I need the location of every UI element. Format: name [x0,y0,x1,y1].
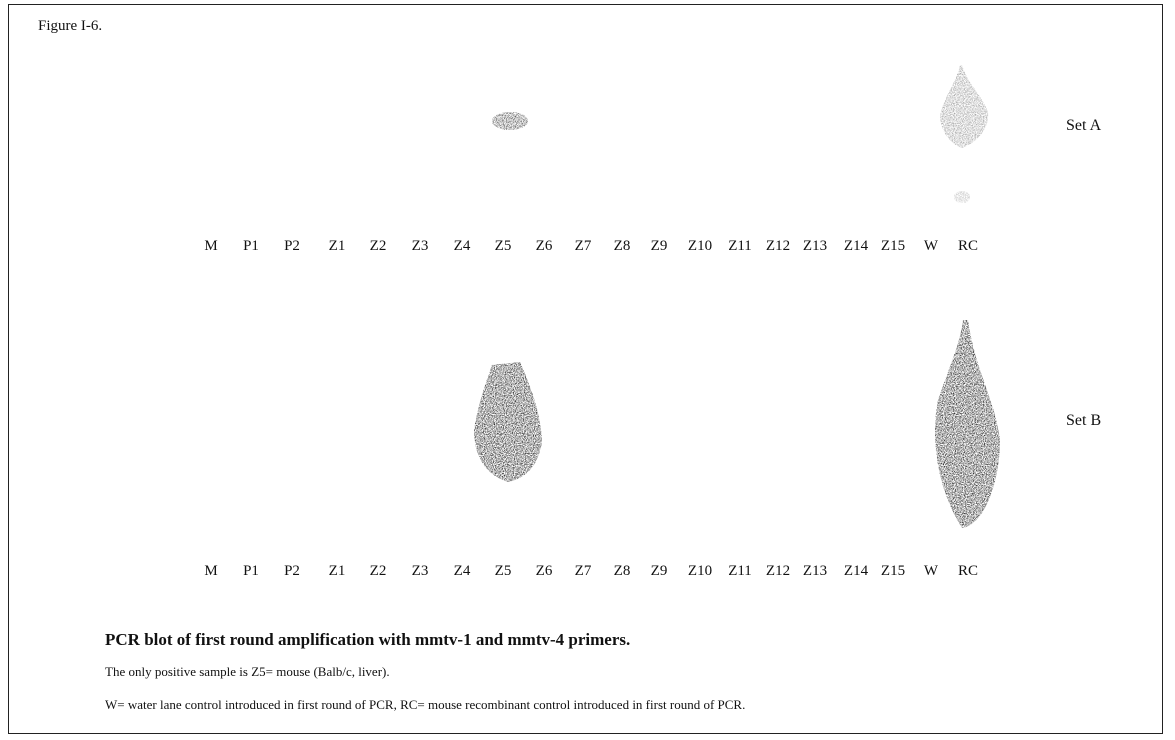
lane-label: Z7 [574,238,592,254]
lane-label: Z8 [613,563,631,579]
band-b-z5 [474,362,542,482]
lane-label: Z1 [328,563,346,579]
lane-label: Z13 [802,238,828,254]
lane-label: M [204,238,218,254]
lane-label: Z8 [613,238,631,254]
lane-label: Z2 [369,238,387,254]
lane-label: Z7 [574,563,592,579]
lane-label: Z13 [802,563,828,579]
set-name: Set B [1066,412,1102,429]
band-a-rc-lower [954,191,970,203]
set-name: Set A [1066,117,1102,134]
lane-label: Z6 [535,238,553,254]
band-a-z5 [492,112,528,130]
lane-label: Z15 [880,563,906,579]
lane-label: Z14 [843,238,869,254]
lane-label: Z11 [728,563,752,579]
lane-label: Z5 [494,238,512,254]
lane-label: P1 [243,238,259,254]
lane-label: Z1 [328,238,346,254]
lane-label: RC [957,563,979,579]
lane-label: Z10 [687,238,713,254]
lane-label: W [923,238,939,254]
figure-label: Figure I-6. [38,18,103,34]
lane-label: Z11 [728,238,752,254]
lane-label: Z3 [411,238,429,254]
lane-label: W [923,563,939,579]
lane-label: P2 [284,238,300,254]
lane-label: Z12 [765,238,791,254]
lane-label: Z5 [494,563,512,579]
lane-label: Z4 [453,563,471,579]
lane-label: P1 [243,563,259,579]
lane-label: RC [957,238,979,254]
figure-frame [8,4,1163,734]
band-a-rc [940,65,989,148]
lane-label: Z10 [687,563,713,579]
lane-label: Z15 [880,238,906,254]
lane-label: M [204,563,218,579]
lane-label: Z3 [411,563,429,579]
lane-label: Z12 [765,563,791,579]
lane-label: Z9 [650,563,668,579]
lane-label: Z4 [453,238,471,254]
lane-label: Z6 [535,563,553,579]
lane-label: Z2 [369,563,387,579]
caption-line: The only positive sample is Z5= mouse (B… [105,664,390,679]
lane-label: Z9 [650,238,668,254]
band-b-rc [935,320,1000,528]
caption-title: PCR blot of first round amplification wi… [105,630,631,649]
lane-label: P2 [284,563,300,579]
caption-line: W= water lane control introduced in firs… [105,697,746,712]
lane-label: Z14 [843,563,869,579]
